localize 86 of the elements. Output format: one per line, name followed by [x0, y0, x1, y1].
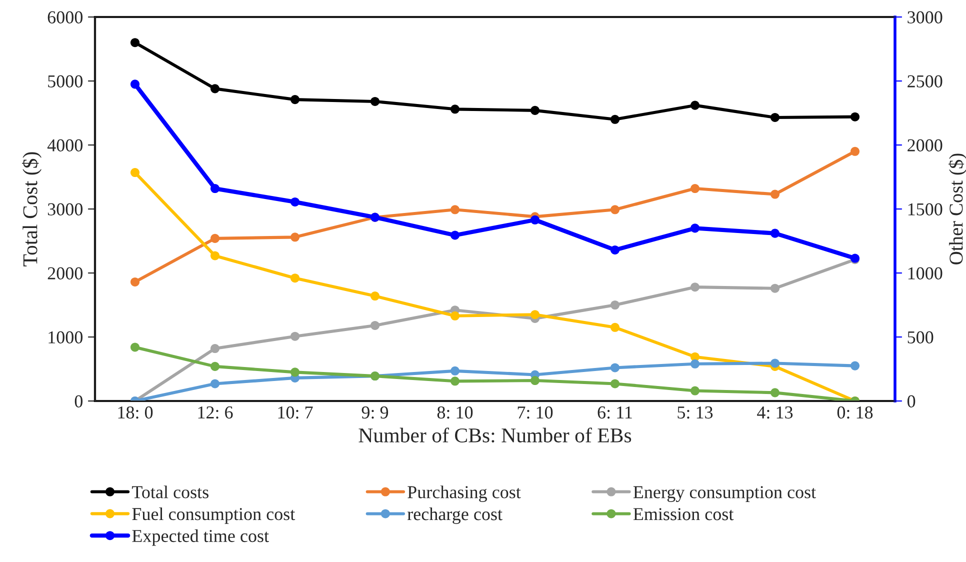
y2-tick-label: 2000 [908, 139, 942, 152]
y2-tick-label: 1000 [908, 267, 942, 280]
x-tick-label: 12: 6 [198, 406, 233, 419]
point [770, 284, 780, 293]
x-tick-label: 8: 10 [437, 406, 473, 419]
legend-label: Fuel consumption cost [132, 507, 296, 524]
y2-tick-label: 1500 [908, 203, 942, 216]
point [850, 112, 860, 122]
legend-label: Energy consumption cost [633, 486, 816, 502]
point [130, 38, 140, 48]
y-tick-label: 4000 [47, 139, 83, 152]
point [210, 184, 220, 194]
point [450, 366, 460, 376]
legend-label: Emission cost [633, 508, 734, 520]
point [370, 292, 380, 301]
point [770, 112, 780, 122]
x-tick-label: 9: 9 [362, 406, 388, 419]
x-tick-label: 4: 13 [757, 406, 793, 419]
y2-tick-label: 500 [908, 331, 934, 344]
point [770, 358, 780, 368]
point [850, 146, 860, 156]
point [530, 215, 540, 224]
point [130, 80, 140, 89]
point [850, 361, 860, 370]
x-tick-label: 5: 13 [678, 406, 713, 419]
point [290, 368, 300, 377]
point [450, 376, 460, 386]
y2-tick-label: 2500 [908, 75, 942, 88]
point [210, 234, 220, 243]
point [530, 310, 540, 320]
point [290, 197, 300, 206]
point [610, 300, 620, 310]
point [370, 96, 380, 106]
y-tick-label: 5000 [48, 75, 83, 88]
x-tick-label: 7: 10 [518, 406, 553, 419]
legend-label: Expected time cost [132, 529, 269, 546]
point [610, 114, 620, 124]
y-axis-title: Total Cost ($) [22, 152, 42, 266]
point [290, 274, 300, 283]
point [690, 184, 700, 194]
y2-tick-label: 3000 [908, 11, 942, 24]
legend-label: recharge cost [407, 508, 502, 524]
point [770, 388, 780, 398]
point [290, 95, 300, 104]
point [530, 376, 540, 386]
point [450, 205, 460, 214]
point [130, 168, 140, 178]
y-tick-label: 0 [74, 395, 83, 408]
point [530, 106, 540, 115]
point [450, 230, 460, 240]
point [770, 228, 780, 238]
point [210, 362, 220, 371]
x-tick-label: 6: 11 [598, 406, 632, 419]
point [610, 245, 620, 254]
point [690, 359, 700, 368]
point [450, 104, 460, 114]
point [290, 232, 300, 242]
legend-label: Total costs [132, 486, 208, 498]
point [210, 344, 220, 354]
point [210, 84, 220, 94]
x-tick-label: 0: 18 [837, 406, 873, 419]
point [690, 224, 700, 233]
y-tick-label: 3000 [48, 203, 83, 216]
point [610, 379, 620, 388]
point [130, 277, 140, 286]
y-tick-label: 2000 [48, 267, 83, 280]
point [690, 282, 700, 292]
point [610, 363, 620, 372]
y-tick-label: 1000 [48, 331, 83, 344]
point [130, 342, 140, 352]
point [770, 190, 780, 199]
point [610, 205, 620, 214]
point [210, 379, 220, 388]
point [210, 251, 220, 260]
point [370, 320, 380, 330]
point [690, 100, 700, 110]
point [290, 332, 300, 341]
x-tick-label: 18: 0 [118, 406, 153, 419]
point [690, 386, 700, 396]
legend-label: Purchasing cost [408, 486, 521, 502]
y2-tick-label: 0 [907, 395, 916, 408]
y-tick-label: 6000 [48, 11, 83, 24]
x-tick-label: 10: 7 [278, 406, 313, 419]
point [610, 322, 620, 332]
point [450, 311, 460, 320]
x-axis-title: Number of CBs: Number of EBs [358, 428, 632, 443]
